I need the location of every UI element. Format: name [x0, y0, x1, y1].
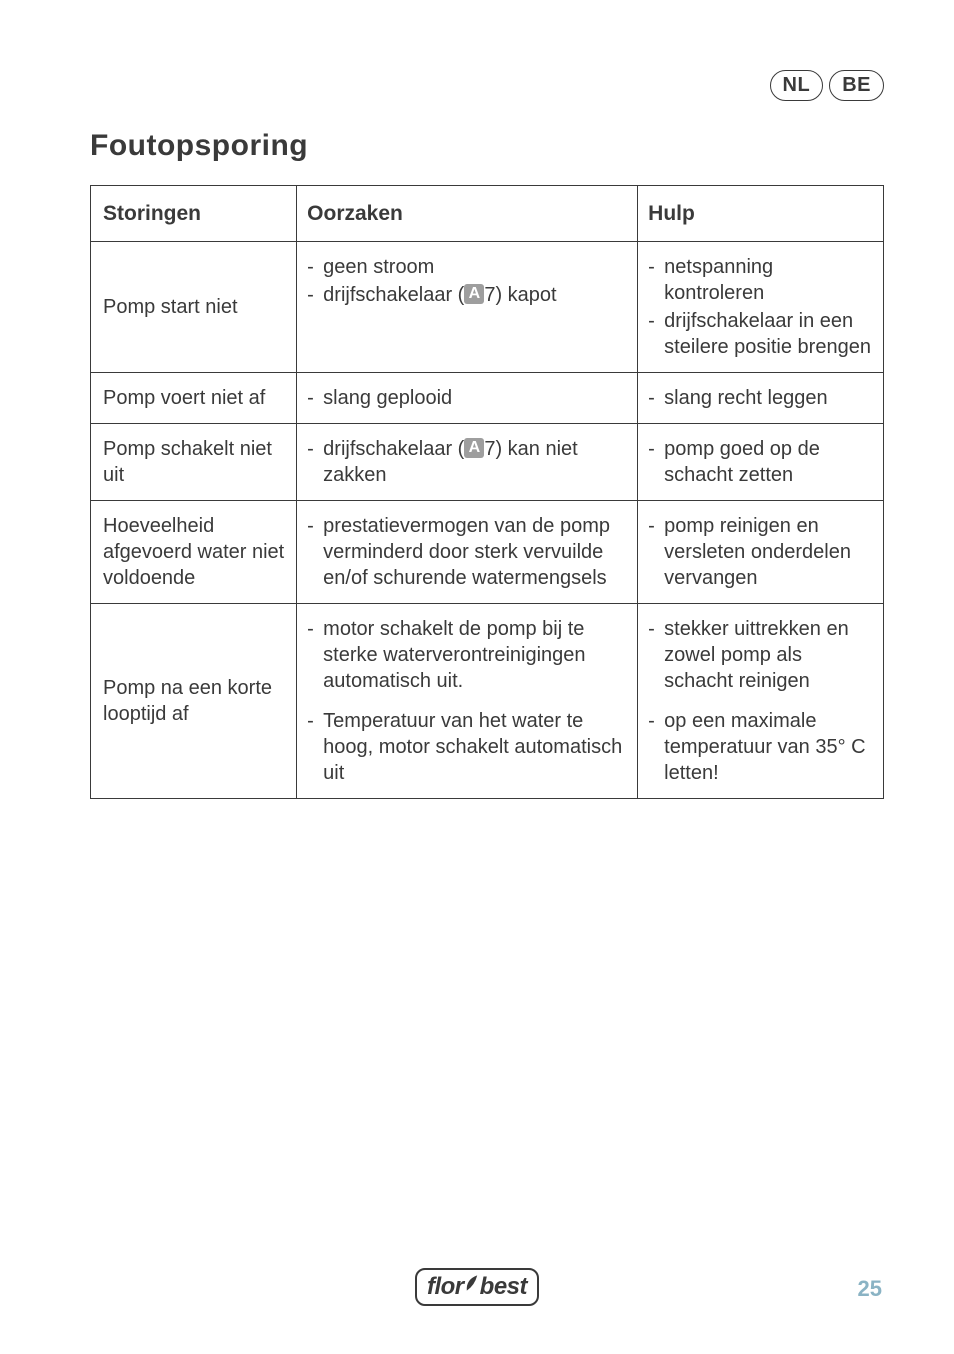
table-row: Pomp schakelt niet uit -drijfschakelaar … — [91, 424, 884, 501]
help-text: slang recht leggen — [664, 385, 873, 411]
bullet-dash: - — [648, 385, 664, 411]
header-oorzaken: Oorzaken — [297, 186, 638, 242]
help-text: stekker uittrekken en zowel pomp als sch… — [664, 616, 873, 694]
table-row: Pomp start niet -geen stroom -drijfschak… — [91, 242, 884, 373]
cause-text: drijfschakelaar (A7) kapot — [323, 282, 627, 308]
brand-logo: florbest — [415, 1268, 539, 1306]
cell-fault: Pomp na een korte looptijd af — [91, 604, 297, 799]
footer: florbest — [0, 1268, 954, 1306]
page-title: Foutopsporing — [90, 129, 884, 163]
cell-fault: Pomp schakelt niet uit — [91, 424, 297, 501]
bullet-dash: - — [648, 513, 664, 539]
bullet-dash: - — [307, 282, 323, 308]
cell-help: -pomp goed op de schacht zetten — [638, 424, 884, 501]
cell-fault: Pomp voert niet af — [91, 373, 297, 424]
page-number: 25 — [858, 1276, 882, 1302]
table-row: Pomp na een korte looptijd af -motor sch… — [91, 604, 884, 799]
bullet-dash: - — [307, 436, 323, 462]
bullet-dash: - — [307, 254, 323, 280]
bullet-dash: - — [307, 513, 323, 539]
table-header-row: Storingen Oorzaken Hulp — [91, 186, 884, 242]
cause-text: motor schakelt de pomp bij te sterke wat… — [323, 616, 627, 694]
cell-cause: -motor schakelt de pomp bij te sterke wa… — [297, 604, 638, 799]
header-storingen: Storingen — [91, 186, 297, 242]
cell-cause: -geen stroom -drijfschakelaar (A7) kapot — [297, 242, 638, 373]
badge-be: BE — [829, 70, 884, 101]
bullet-dash: - — [307, 616, 323, 642]
cell-help: -slang recht leggen — [638, 373, 884, 424]
country-badges: NL BE — [90, 70, 884, 101]
bullet-dash: - — [648, 254, 664, 280]
reference-icon: A — [464, 438, 484, 458]
cause-text: Temperatuur van het water te hoog, motor… — [323, 708, 627, 786]
cause-text: slang geplooid — [323, 385, 627, 411]
help-text: netspanning kontroleren — [664, 254, 873, 306]
reference-icon: A — [464, 284, 484, 304]
bullet-dash: - — [648, 308, 664, 334]
bullet-dash: - — [307, 708, 323, 734]
help-text: pomp goed op de schacht zetten — [664, 436, 873, 488]
bullet-dash: - — [648, 616, 664, 642]
bullet-dash: - — [648, 708, 664, 734]
troubleshooting-table: Storingen Oorzaken Hulp Pomp start niet … — [90, 185, 884, 799]
help-text: op een maximale temperatuur van 35° C le… — [664, 708, 873, 786]
table-row: Pomp voert niet af -slang geplooid -slan… — [91, 373, 884, 424]
logo-text: florbest — [427, 1273, 527, 1301]
cause-text: prestatievermogen van de pomp verminderd… — [323, 513, 627, 591]
bullet-dash: - — [307, 385, 323, 411]
cell-cause: -prestatievermogen van de pomp verminder… — [297, 501, 638, 604]
cell-help: -pomp reinigen en versleten onderdelen v… — [638, 501, 884, 604]
cell-help: -netspanning kontroleren -drijfschakelaa… — [638, 242, 884, 373]
help-text: pomp reinigen en versleten onderdelen ve… — [664, 513, 873, 591]
table-row: Hoeveelheid afgevoerd water niet voldoen… — [91, 501, 884, 604]
cause-text: geen stroom — [323, 254, 627, 280]
help-text: drijfschakelaar in een steilere positie … — [664, 308, 873, 360]
cell-cause: -drijfschakelaar (A7) kan niet zakken — [297, 424, 638, 501]
cell-cause: -slang geplooid — [297, 373, 638, 424]
cause-text: drijfschakelaar (A7) kan niet zakken — [323, 436, 627, 488]
cell-fault: Pomp start niet — [91, 242, 297, 373]
cell-fault: Hoeveelheid afgevoerd water niet voldoen… — [91, 501, 297, 604]
header-hulp: Hulp — [638, 186, 884, 242]
cell-help: -stekker uittrekken en zowel pomp als sc… — [638, 604, 884, 799]
bullet-dash: - — [648, 436, 664, 462]
badge-nl: NL — [770, 70, 824, 101]
